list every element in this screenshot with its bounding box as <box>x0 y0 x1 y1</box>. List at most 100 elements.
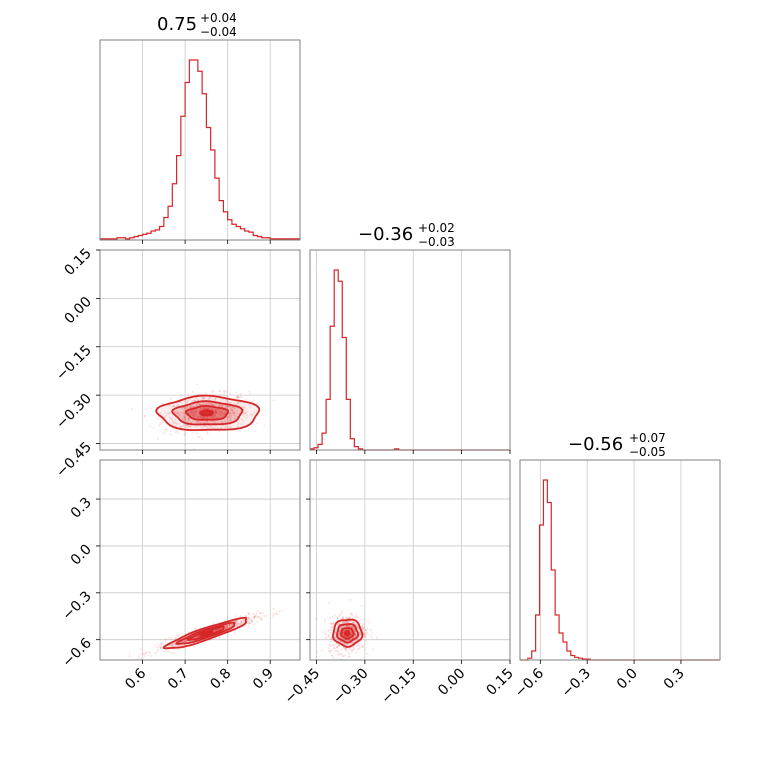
scatter-1-0-point-693 <box>230 409 233 412</box>
scatter-2-1-point-312 <box>334 631 337 634</box>
scatter-2-1-point-257 <box>333 644 336 647</box>
scatter-2-0-point-237 <box>256 616 259 619</box>
scatter-1-0-point-871 <box>215 409 218 412</box>
scatter-2-0-point-393 <box>227 616 230 619</box>
scatter-2-1-point-419 <box>342 621 345 624</box>
scatter-2-1-point-279 <box>325 632 328 635</box>
scatter-2-1-point-148 <box>357 627 360 630</box>
scatter-2-1-point-505 <box>364 635 367 638</box>
scatter-2-0-point-78 <box>272 607 275 610</box>
scatter-1-0-point-458 <box>183 412 186 415</box>
scatter-1-0-point-134 <box>221 420 224 423</box>
scatter-2-1-point-37 <box>358 631 361 634</box>
scatter-2-0-point-477 <box>240 622 243 625</box>
scatter-1-0-point-183 <box>210 403 213 406</box>
scatter-2-0-point-319 <box>231 624 234 627</box>
hist-0-bin-23 <box>198 71 202 240</box>
scatter-2-0-point-373 <box>142 652 145 655</box>
scatter-1-0-point-339 <box>171 420 174 423</box>
scatter-2-0-point-69 <box>244 615 247 618</box>
scatter-2-1-point-14 <box>338 614 340 617</box>
scatter-2-0-point-433 <box>213 621 216 624</box>
scatter-2-0-point-298 <box>239 620 242 623</box>
scatter-1-0-point-696 <box>224 406 227 408</box>
scatter-1-0-point-886 <box>191 405 194 408</box>
scatter-2-1-point-452 <box>349 638 352 641</box>
scatter-2-0-point-495 <box>240 619 243 622</box>
scatter-2-0-point-346 <box>240 620 243 623</box>
scatter-1-0-point-196 <box>263 424 266 427</box>
scatter-1-0-point-806 <box>179 414 182 417</box>
scatter-1-0-point-41 <box>201 416 204 419</box>
scatter-2-1-point-480 <box>330 622 333 625</box>
scatter-2-1-point-51 <box>342 631 345 634</box>
title-hist-1-value: −0.36 <box>358 224 413 245</box>
scatter-1-0-point-152 <box>184 406 186 409</box>
scatter-2-1-point-139 <box>361 627 364 630</box>
scatter-2-1-point-565 <box>348 628 351 631</box>
scatter-1-0-point-543 <box>234 414 237 417</box>
title-hist-2-plus: +0.07 <box>629 431 666 445</box>
scatter-1-0-point-316 <box>186 424 189 427</box>
scatter-1-0-point-207 <box>173 421 176 424</box>
scatter-1-0-point-305 <box>215 411 218 414</box>
scatter-1-0-point-136 <box>197 402 200 405</box>
scatter-2-1-point-144 <box>345 639 348 642</box>
scatter-2-1-point-22 <box>324 618 326 621</box>
scatter-2-0-point-621 <box>159 646 162 649</box>
scatter-1-0-point-372 <box>194 411 197 414</box>
scatter-2-0-point-518 <box>137 657 140 660</box>
scatter-1-0-point-791 <box>169 397 172 400</box>
scatter-2-1-point-388 <box>342 616 345 619</box>
scatter-1-0-point-93 <box>227 416 230 418</box>
scatter-2-1-point-72 <box>329 640 332 643</box>
scatter-2-1-point-2 <box>329 631 332 634</box>
scatter-1-0-point-62 <box>236 410 239 412</box>
scatter-1-0-point-179 <box>214 411 217 414</box>
scatter-1-0-point-345 <box>215 411 218 414</box>
scatter-1-0-point-527 <box>205 416 208 419</box>
scatter-1-0-point-553 <box>202 396 205 399</box>
scatter-2-1-point-385 <box>355 651 358 654</box>
scatter-2-1-xtick-label-4: 0.15 <box>483 666 516 699</box>
scatter-1-0-point-197 <box>203 417 206 420</box>
scatter-2-0-point-297 <box>159 647 162 650</box>
scatter-1-0-point-889 <box>226 395 229 398</box>
scatter-1-0-point-686 <box>223 406 226 409</box>
scatter-1-0-point-517 <box>211 397 214 400</box>
scatter-2-1-point-392 <box>335 637 338 640</box>
scatter-1-0-point-306 <box>212 426 215 429</box>
scatter-1-0-point-200 <box>204 392 207 394</box>
scatter-1-0-point-125 <box>226 416 229 419</box>
scatter-1-0-point-562 <box>190 412 192 415</box>
scatter-1-0-point-440 <box>224 419 227 422</box>
scatter-2-0-point-301 <box>168 644 170 647</box>
scatter-1-0-point-725 <box>183 424 186 426</box>
scatter-1-0-point-194 <box>222 390 225 392</box>
scatter-1-0-point-838 <box>235 391 238 394</box>
scatter-2-0-point-24 <box>248 623 251 625</box>
scatter-1-0-point-510 <box>233 414 236 417</box>
scatter-1-0-point-613 <box>199 421 202 424</box>
scatter-1-0-point-20 <box>229 425 232 428</box>
scatter-1-0-point-595 <box>228 413 231 415</box>
scatter-1-0-point-95 <box>192 416 195 419</box>
scatter-1-0-point-830 <box>233 411 236 414</box>
scatter-2-0-point-686 <box>217 628 220 631</box>
scatter-1-0-point-442 <box>183 408 186 411</box>
scatter-2-1-point-39 <box>327 647 330 650</box>
scatter-1-0-point-300 <box>224 410 227 413</box>
scatter-1-0-point-148 <box>208 408 211 411</box>
scatter-2-0-point-283 <box>256 620 259 623</box>
scatter-1-0-point-602 <box>218 412 221 415</box>
scatter-2-0-point-661 <box>235 620 238 623</box>
scatter-2-0-point-368 <box>171 645 174 647</box>
scatter-1-0-point-561 <box>218 430 221 433</box>
scatter-1-0-point-744 <box>192 414 194 416</box>
scatter-2-1-point-593 <box>346 625 349 627</box>
scatter-1-0-point-338 <box>221 405 223 408</box>
hist-0-bin-10 <box>143 234 147 240</box>
scatter-1-0-point-219 <box>162 421 165 424</box>
scatter-2-1-point-694 <box>341 642 344 644</box>
scatter-2-0-point-547 <box>259 611 262 614</box>
